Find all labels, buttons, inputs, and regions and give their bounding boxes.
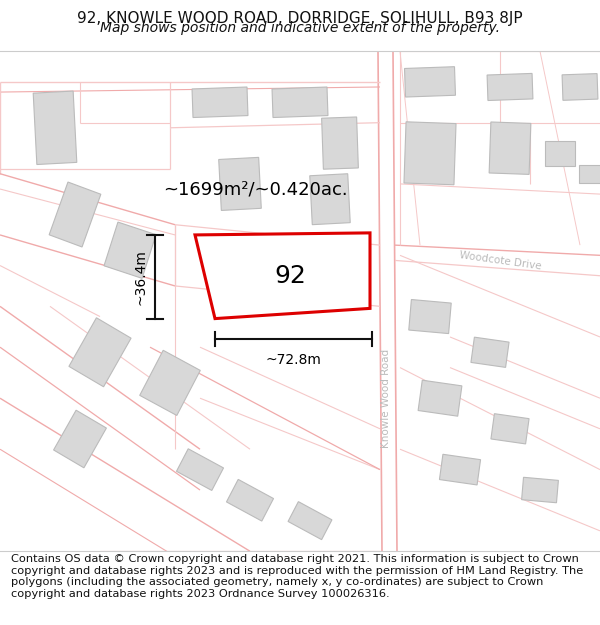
Polygon shape [310,174,350,224]
Polygon shape [140,350,200,416]
Polygon shape [471,337,509,367]
Text: Knowle Wood Road: Knowle Wood Road [381,349,391,448]
Polygon shape [489,122,531,174]
Polygon shape [545,141,575,166]
Polygon shape [439,454,481,485]
Polygon shape [404,67,455,97]
Polygon shape [409,299,451,334]
Text: Map shows position and indicative extent of the property.: Map shows position and indicative extent… [100,21,500,35]
Polygon shape [49,182,101,247]
Polygon shape [491,414,529,444]
Text: 92: 92 [274,264,306,288]
Polygon shape [314,259,346,282]
Polygon shape [272,87,328,118]
Polygon shape [192,87,248,118]
Polygon shape [226,479,274,521]
Polygon shape [521,478,559,502]
Polygon shape [288,502,332,539]
Text: Woodcote Drive: Woodcote Drive [458,250,542,271]
Polygon shape [579,164,600,183]
Text: Contains OS data © Crown copyright and database right 2021. This information is : Contains OS data © Crown copyright and d… [11,554,583,599]
Polygon shape [195,233,370,319]
Polygon shape [322,117,358,169]
Polygon shape [53,410,106,468]
Polygon shape [69,318,131,387]
Polygon shape [562,74,598,101]
Text: 92, KNOWLE WOOD ROAD, DORRIDGE, SOLIHULL, B93 8JP: 92, KNOWLE WOOD ROAD, DORRIDGE, SOLIHULL… [77,11,523,26]
Polygon shape [418,380,462,416]
Polygon shape [487,73,533,101]
Polygon shape [404,122,456,185]
Polygon shape [104,222,156,278]
Polygon shape [176,449,224,491]
Polygon shape [219,158,261,211]
Text: ~72.8m: ~72.8m [266,353,322,367]
Text: ~36.4m: ~36.4m [134,249,148,305]
Text: ~1699m²/~0.420ac.: ~1699m²/~0.420ac. [163,180,347,198]
Polygon shape [33,91,77,164]
